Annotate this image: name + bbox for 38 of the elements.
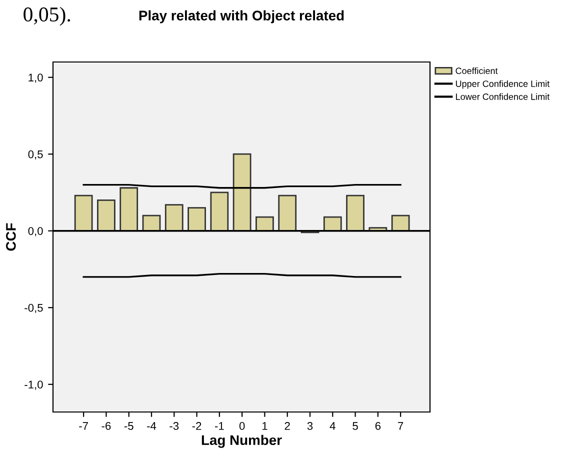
x-tick-label: -3 [170, 422, 179, 430]
y-tick-label: -0,5 [24, 304, 43, 314]
chart-title: Play related with Object related [139, 10, 344, 24]
x-tick-label: -5 [124, 422, 134, 430]
x-tick-label: -4 [147, 422, 156, 430]
bar [323, 216, 342, 232]
y-axis-title: CCF [6, 223, 16, 251]
x-tick-label: 6 [375, 422, 381, 430]
bar [120, 187, 138, 232]
x-tick-label: -2 [192, 422, 202, 430]
bar [97, 199, 116, 232]
bar [278, 194, 297, 232]
x-tick-label: -6 [102, 422, 111, 430]
text: 0,05). [24, 6, 70, 26]
bar [346, 194, 364, 232]
x-tick-label: 1 [262, 422, 268, 430]
bar [188, 207, 206, 232]
x-tick-label: 5 [352, 422, 358, 430]
x-tick-label: 7 [398, 422, 404, 430]
x-tick-label: 2 [284, 422, 290, 430]
bar [210, 192, 229, 232]
bar [74, 194, 93, 232]
x-tick-label: 3 [307, 422, 313, 430]
x-tick-label: 0 [239, 422, 245, 430]
x-tick-label: -1 [214, 422, 224, 430]
legend-label: Coefficient [456, 67, 498, 74]
y-tick-label: -1,0 [24, 380, 43, 390]
bar [164, 204, 184, 232]
legend-label: Lower Confidence Limit [456, 93, 550, 100]
y-tick-label: 1,0 [28, 74, 43, 83]
bar [256, 216, 274, 232]
x-axis-title: Lag Number [202, 434, 282, 448]
x-tick-label: 4 [330, 422, 336, 430]
x-tick-label: -7 [79, 422, 88, 430]
y-tick-label: 0,0 [28, 227, 43, 236]
y-tick-label: 0,5 [28, 150, 43, 160]
bar [232, 153, 252, 232]
legend-label: Upper Confidence Limit [456, 80, 550, 89]
